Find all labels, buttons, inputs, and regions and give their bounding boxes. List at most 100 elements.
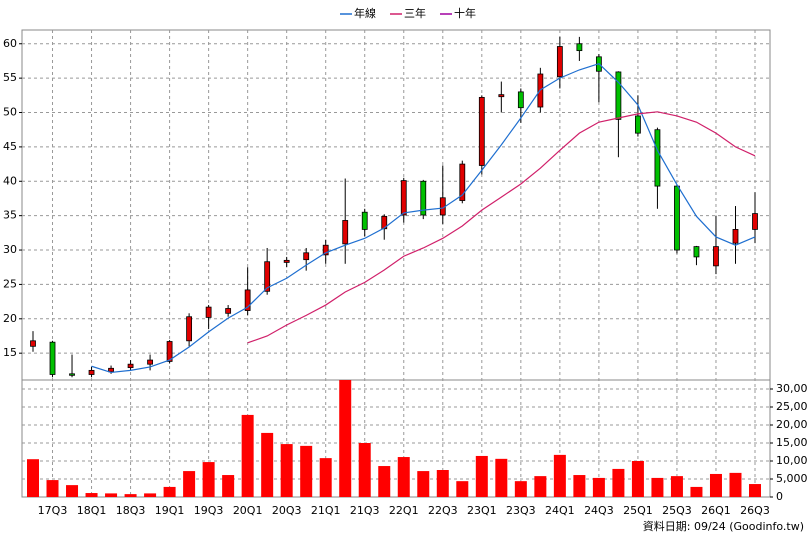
volume-bar [183,471,196,497]
y-tick-label: 25 [3,277,17,290]
y2-tick-label: 5,000 [776,472,808,485]
x-tick-label: 22Q3 [428,504,458,517]
x-tick-label: 24Q3 [584,504,614,517]
x-tick-label: 25Q3 [662,504,692,517]
candle-body [459,163,466,201]
volume-bar [105,493,118,497]
candle-body [283,259,290,263]
volume-bar [709,473,722,497]
x-tick-label: 20Q1 [233,504,263,517]
candle-body [342,220,349,245]
candle-body [615,71,622,120]
x-tick-label: 18Q1 [77,504,107,517]
x-tick-label: 19Q1 [155,504,185,517]
candle-body [635,115,641,134]
x-tick-label: 17Q3 [38,504,68,517]
y-tick-label: 15 [3,346,17,359]
volume-bar [690,486,703,497]
x-tick-label: 23Q1 [467,504,497,517]
volume-bar [651,477,664,497]
y2-tick-label: 0 [776,490,783,503]
candle-body [322,244,329,256]
candle-body [49,341,56,375]
volume-bar [319,458,332,497]
x-tick-label: 20Q3 [272,504,302,517]
candle-body [88,369,95,375]
volume-bar [300,445,313,497]
volume-bar [202,462,215,497]
candle-body [361,211,368,230]
candle-body [674,185,680,251]
candle-body [732,229,739,244]
y2-tick-label: 20,000 [776,418,808,431]
volume-bar [495,458,508,497]
x-tick-label: 19Q3 [194,504,224,517]
volume-bar [573,475,586,497]
candle-body [752,213,758,230]
volume-bar [144,493,157,497]
volume-bar [378,466,391,497]
candle-body [108,367,114,373]
legend-label: 三年 [404,6,426,20]
candle-body [498,94,505,98]
volume-bar [534,476,547,497]
legend-label: 年線 [354,6,376,20]
y2-tick-label: 30,000 [776,382,808,395]
y-tick-label: 45 [3,140,17,153]
ma-line [247,111,756,344]
volume-bar [46,480,59,497]
candle-body [264,261,271,292]
volume-bar [66,485,79,497]
candle-body [654,129,661,187]
candle-body [30,340,36,347]
candle-body [303,252,310,261]
candle-body [225,308,232,314]
candle-body [478,96,485,166]
y-tick-label: 30 [3,243,17,256]
y-tick-label: 55 [3,71,17,84]
volume-bar [436,470,449,497]
x-tick-label: 21Q3 [350,504,380,517]
y2-tick-label: 10,000 [776,454,808,467]
candle-body [147,359,153,365]
volume-bar [592,477,605,497]
x-tick-label: 22Q1 [389,504,419,517]
volume-bar [222,475,235,497]
candle-body [166,341,173,362]
candle-body [69,373,75,376]
volume-bar [280,444,293,497]
candle-body [420,180,427,216]
y-tick-label: 20 [3,312,17,325]
volume-bar [456,481,469,497]
plot-frame [21,29,771,498]
volume-bar [475,455,488,497]
y-tick-label: 40 [3,174,17,187]
y2-tick-label: 25,000 [776,400,808,413]
candle-body [244,289,251,311]
ma-line [91,63,756,374]
volume-bar [241,414,254,497]
x-tick-label: 25Q1 [623,504,653,517]
volume-bar [27,459,39,497]
candle-body [556,46,563,78]
volume-bar [670,476,683,497]
candle-body [186,316,193,342]
candle-body [693,246,700,258]
candle-body [205,306,212,318]
x-tick-label: 21Q1 [311,504,341,517]
volume-bar [612,468,625,497]
candle-body [713,246,719,267]
y-tick-label: 60 [3,37,17,50]
volume-bar [163,486,176,497]
y2-tick-label: 15,000 [776,436,808,449]
volume-bar [553,454,566,497]
candle-body [400,180,407,216]
volume-bar [124,494,137,497]
x-tick-label: 24Q1 [545,504,575,517]
legend-label: 十年 [454,6,476,20]
volume-bar [749,484,761,497]
candle-body [381,215,388,230]
candle-body [576,43,583,52]
candle-body [127,363,134,369]
